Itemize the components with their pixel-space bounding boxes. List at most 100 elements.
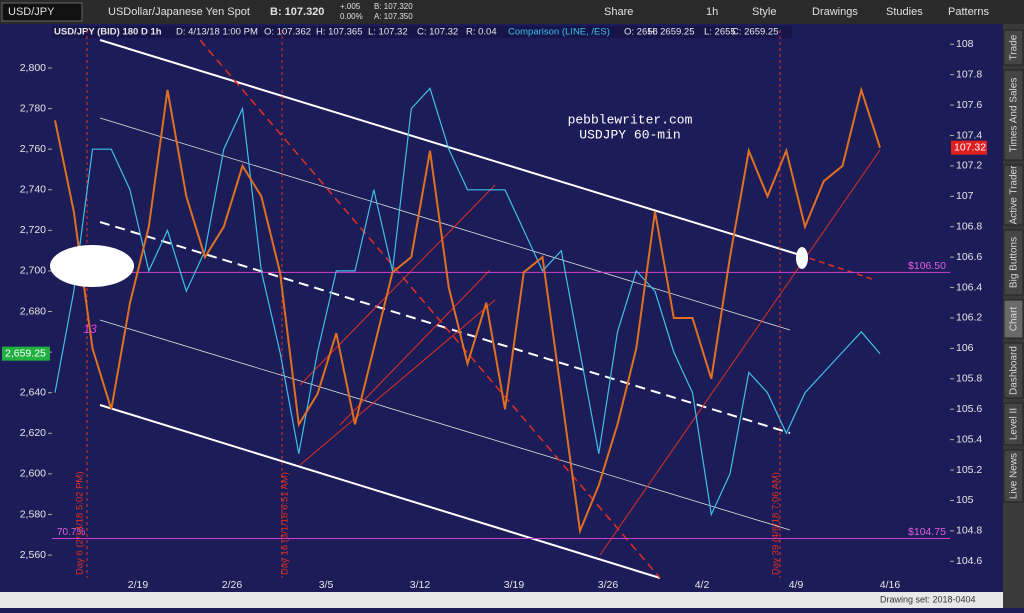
side-tab[interactable] [1003, 29, 1024, 66]
x-tick-label: 4/16 [880, 579, 901, 591]
side-tab[interactable] [1003, 69, 1024, 161]
toolbar-button[interactable]: Drawings [812, 6, 858, 18]
y2-tick-label: 105.8 [956, 373, 982, 385]
y2-tick-label: 107.6 [956, 99, 982, 111]
description: USDollar/Japanese Yen Spot [108, 6, 250, 18]
header-field: R: 0.04 [466, 27, 497, 38]
drawings [86, 30, 881, 579]
y2-tick-label: 107 [956, 190, 974, 202]
side-tab[interactable] [1003, 402, 1024, 446]
side-tab-label[interactable]: Level II [1009, 408, 1020, 440]
x-tick-label: 3/26 [598, 579, 619, 591]
y2-tick-label: 104.8 [956, 525, 982, 537]
y2-tick-label: 106.8 [956, 221, 982, 233]
y-tick-label: 2,760 [20, 143, 46, 155]
last-price-tag [2, 346, 50, 361]
change-pct: 0.00% [340, 12, 363, 21]
status: Drawing set: 2018-0404 [880, 594, 976, 604]
red-channel [339, 269, 491, 426]
x-tick-label: 4/9 [789, 579, 804, 591]
annotation: pebblewriter.com [568, 112, 693, 127]
study: USD/JPY (BID) 180 D 1h [54, 27, 162, 38]
side-tab[interactable] [1003, 229, 1024, 296]
channel-line [99, 319, 791, 531]
x-tick-label: 3/12 [410, 579, 431, 591]
toolbar-button[interactable]: 1h [706, 6, 718, 18]
red-dashed [199, 39, 661, 579]
y2-tick-label: 106.4 [956, 281, 982, 293]
y2-tick-label: 106.6 [956, 251, 982, 263]
channel-bottom [99, 404, 661, 579]
side-tab[interactable] [1003, 342, 1024, 399]
toolbar-button[interactable]: Studies [886, 6, 923, 18]
y2-tick-label: 105.6 [956, 403, 982, 415]
y-tick-label: 2,600 [20, 468, 46, 480]
y-tick-label: 2,680 [20, 305, 46, 317]
count-label: 13 [83, 322, 97, 336]
status-bar [0, 592, 1003, 608]
toolbar [0, 0, 1024, 24]
side-tab-label[interactable]: Live News [1009, 453, 1020, 499]
comparison-field: O: 2656 [624, 27, 658, 38]
day-label: Day 39 (4/6/18 7:06 AM) [771, 472, 782, 575]
header-field: L: 107.32 [368, 27, 408, 38]
symbol-box[interactable] [1, 2, 83, 22]
x-tick-label: 4/2 [695, 579, 710, 591]
bid-small: B: 107.320 [374, 2, 413, 11]
y2-tick-label: 106 [956, 342, 974, 354]
bid: B: 107.320 [270, 6, 324, 18]
comparison: Comparison (LINE, /ES) [508, 27, 610, 38]
ask: A: 107.350 [374, 12, 413, 21]
side-tab[interactable] [1003, 164, 1024, 226]
toolbar-button[interactable]: Style [752, 6, 776, 18]
level-label: $104.75 [908, 526, 946, 538]
x-tick-label: 2/19 [128, 579, 149, 591]
header-field: C: 107.32 [417, 27, 458, 38]
y2-tick-label: 107.4 [956, 129, 982, 141]
header-field: H: 107.365 [316, 27, 362, 38]
y-tick-label: 2,560 [20, 549, 46, 561]
y2-tick-label: 108 [956, 38, 974, 50]
x-tick-label: 3/5 [319, 579, 334, 591]
header-field: D: 4/13/18 1:00 PM [176, 27, 258, 38]
symbol[interactable]: USD/JPY [8, 6, 55, 18]
side-tab-label[interactable]: Big Buttons [1009, 237, 1020, 288]
series-line [54, 87, 881, 517]
day-label: Day 16 (3/1/18 6:51 AM) [280, 472, 291, 575]
toolbar-button[interactable]: Patterns [948, 6, 989, 18]
highlight-ellipse [796, 247, 808, 269]
level-pct: 70.7% [57, 527, 85, 538]
last-price: 107.32 [954, 141, 986, 153]
y-tick-label: 2,720 [20, 224, 46, 236]
side-tab-label[interactable]: Chart [1009, 307, 1020, 332]
side-tab-label[interactable]: Trade [1009, 34, 1020, 60]
channel-line [99, 117, 791, 331]
red-channel [299, 299, 496, 466]
side-tab-label[interactable]: Active Trader [1009, 165, 1020, 225]
channel-top [99, 39, 801, 256]
header-bg [52, 26, 792, 38]
y-tick-label: 2,700 [20, 265, 46, 277]
red-trend [599, 149, 881, 556]
channel-ext [799, 254, 876, 281]
change: +.005 [340, 2, 361, 11]
toolbar-button[interactable]: Share [604, 6, 633, 18]
x-tick-label: 2/26 [222, 579, 243, 591]
comparison-field: L: 2655 [704, 27, 736, 38]
y2-tick-label: 105 [956, 494, 974, 506]
level-label: $106.50 [908, 260, 946, 272]
y2-tick-label: 104.6 [956, 555, 982, 567]
side-tab[interactable] [1003, 299, 1024, 339]
side-tab[interactable] [1003, 449, 1024, 503]
y-tick-label: 2,620 [20, 427, 46, 439]
x-tick-label: 3/19 [504, 579, 525, 591]
y-tick-label: 2,780 [20, 102, 46, 114]
side-tab-label[interactable]: Dashboard [1009, 346, 1020, 395]
chart-area [0, 24, 1003, 592]
highlight-ellipse [50, 245, 134, 287]
y2-tick-label: 105.4 [956, 433, 982, 445]
day-label: Day 6 (2/14/18 5:02 PM) [75, 472, 86, 576]
side-tab-label[interactable]: Times And Sales [1009, 78, 1020, 153]
y2-tick-label: 105.2 [956, 464, 982, 476]
